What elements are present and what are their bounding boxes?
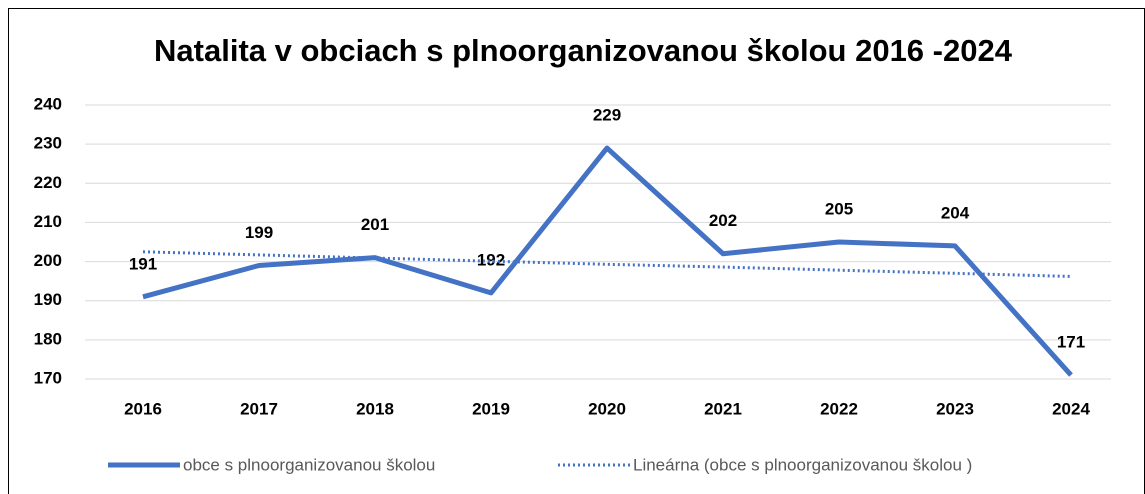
data-label: 204	[941, 203, 970, 222]
x-tick-label: 2018	[356, 399, 394, 418]
data-label: 171	[1057, 333, 1085, 352]
x-tick-label: 2017	[240, 399, 278, 418]
y-tick-label: 190	[34, 290, 62, 309]
data-label: 201	[361, 215, 389, 234]
x-tick-label: 2020	[588, 399, 626, 418]
legend-label: obce s plnoorganizovanou školou	[183, 455, 435, 474]
data-label: 191	[129, 254, 157, 273]
legend-label: Lineárna (obce s plnoorganizovanou školo…	[633, 455, 972, 474]
y-tick-label: 200	[34, 251, 62, 270]
y-tick-label: 210	[34, 212, 62, 231]
x-tick-label: 2023	[936, 399, 974, 418]
y-tick-label: 170	[34, 368, 62, 387]
data-label: 205	[825, 199, 853, 218]
data-label: 229	[593, 106, 621, 125]
x-tick-label: 2016	[124, 399, 162, 418]
chart-border	[8, 8, 1145, 494]
y-tick-label: 230	[34, 134, 62, 153]
x-tick-label: 2022	[820, 399, 858, 418]
data-line	[142, 145, 1073, 377]
x-tick-label: 2021	[704, 399, 742, 418]
x-tick-label: 2024	[1052, 399, 1090, 418]
y-tick-label: 240	[34, 94, 62, 113]
y-tick-label: 180	[34, 329, 62, 348]
data-label: 192	[477, 250, 505, 269]
data-label: 199	[245, 223, 273, 242]
data-label: 202	[709, 211, 737, 230]
chart-title: Natalita v obciach s plnoorganizovanou š…	[154, 33, 1013, 68]
y-tick-label: 220	[34, 173, 62, 192]
x-tick-label: 2019	[472, 399, 510, 418]
